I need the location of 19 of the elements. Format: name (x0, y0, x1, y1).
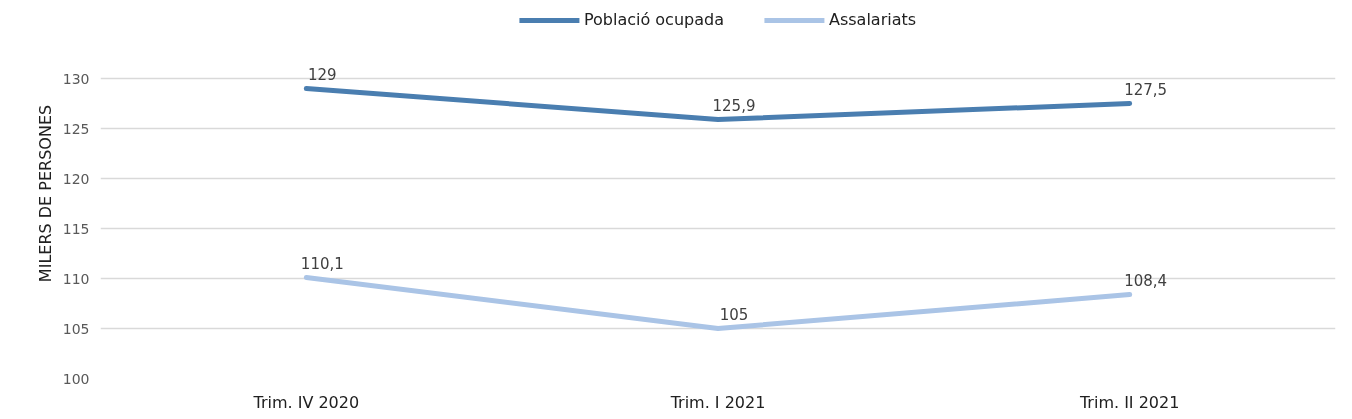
data-label: 125,9 (712, 96, 756, 115)
y-tick-label: 100 (62, 370, 90, 387)
data-label: 127,5 (1124, 80, 1168, 99)
y-tick-label: 115 (62, 220, 90, 237)
data-label: 105 (719, 305, 749, 324)
data-label: 110,1 (300, 254, 344, 273)
data-label: 129 (308, 65, 337, 84)
y-tick-label: 110 (62, 270, 90, 287)
data-label: 108,4 (1124, 271, 1168, 290)
legend-label: Població ocupada (583, 10, 724, 29)
y-tick-label: 130 (62, 70, 90, 87)
legend-label: Assalariats (828, 10, 917, 29)
y-tick-label: 105 (62, 320, 90, 337)
x-tick-label: Trim. II 2021 (1078, 392, 1180, 412)
x-tick-label: Trim. I 2021 (669, 392, 766, 412)
y-tick-label: 125 (62, 120, 90, 137)
x-tick-label: Trim. IV 2020 (252, 392, 360, 412)
y-axis-title: MILERS DE PERSONES (35, 104, 55, 283)
y-tick-label: 120 (62, 170, 90, 187)
